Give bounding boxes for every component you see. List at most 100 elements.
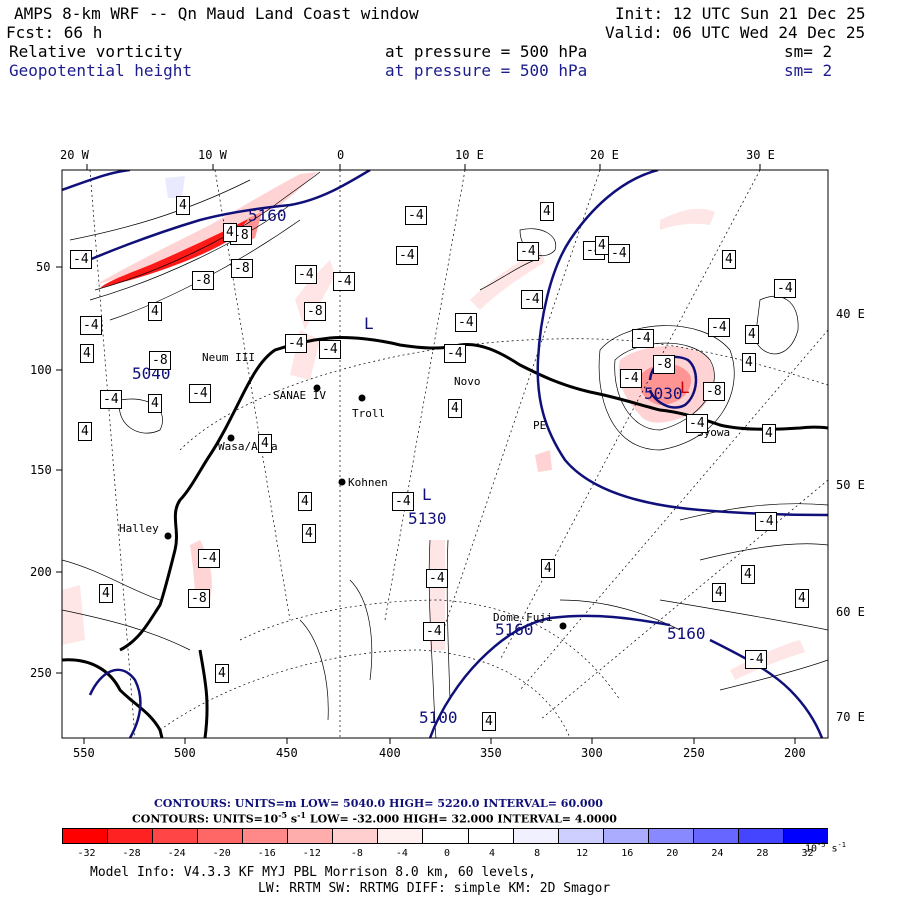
vorticity-label-neg4: -4 xyxy=(708,318,730,337)
vorticity-label-neg8: -8 xyxy=(653,355,675,374)
vorticity-label-4: 4 xyxy=(298,492,312,511)
vorticity-label-neg4: -4 xyxy=(189,384,211,403)
colorbar-swatch xyxy=(467,828,513,844)
vorticity-label-4: 4 xyxy=(258,434,272,453)
forecast-hour: Fcst: 66 h xyxy=(6,23,103,42)
vorticity-label-4: 4 xyxy=(302,524,316,543)
vorticity-label-neg4: -4 xyxy=(100,390,122,409)
vorticity-label-neg8: -8 xyxy=(304,302,326,321)
vorticity-label-4: 4 xyxy=(223,223,237,242)
low-label: L xyxy=(364,314,374,333)
vorticity-label-4: 4 xyxy=(448,399,462,418)
station-label: SANAE IV xyxy=(273,389,326,402)
vorticity-label-neg4: -4 xyxy=(455,313,477,332)
vorticity-label-neg8: -8 xyxy=(231,259,253,278)
y-tick: 250 xyxy=(30,666,52,680)
lon-label-30e: 30 E xyxy=(746,148,775,162)
x-tick: 350 xyxy=(480,746,502,760)
station-label: Syowa xyxy=(697,426,731,439)
vorticity-label-4: 4 xyxy=(148,302,162,321)
x-tick: 300 xyxy=(581,746,603,760)
height-label: 5100 xyxy=(419,708,458,727)
vorticity-label-4: 4 xyxy=(99,584,113,603)
colorbar-swatch xyxy=(557,828,603,844)
x-tick: 550 xyxy=(73,746,95,760)
low-label: L xyxy=(422,485,432,504)
vorticity-label-4: 4 xyxy=(595,236,609,255)
init-time: Init: 12 UTC Sun 21 Dec 25 xyxy=(615,4,866,23)
colorbar-swatch xyxy=(107,828,153,844)
vorticity-label-neg4: -4 xyxy=(319,340,341,359)
lon-label-20w: 20 W xyxy=(60,148,89,162)
colorbar-label: -20 xyxy=(212,848,231,859)
colorbar-swatch xyxy=(692,828,738,844)
colorbar-label: 20 xyxy=(666,848,679,859)
colorbar-swatch xyxy=(242,828,288,844)
height-contours xyxy=(62,170,828,738)
field1-pressure: at pressure = 500 hPa xyxy=(385,42,588,61)
height-label: 5160 xyxy=(248,206,287,225)
vorticity-label-neg4: -4 xyxy=(608,244,630,263)
station-label: Novo xyxy=(454,375,481,388)
height-label: 5160 xyxy=(667,624,706,643)
colorbar-swatch xyxy=(197,828,243,844)
vorticity-label-neg4: -4 xyxy=(632,329,654,348)
vorticity-label-4: 4 xyxy=(78,422,92,441)
colorbar-label: -24 xyxy=(167,848,186,859)
colorbar-label: -12 xyxy=(302,848,321,859)
height-contour-info: CONTOURS: UNITS=m LOW= 5040.0 HIGH= 5220… xyxy=(154,797,603,810)
vorticity-label-neg4: -4 xyxy=(517,242,539,261)
lon-label-40e: 40 E xyxy=(836,307,865,321)
station-label: Neum III xyxy=(202,351,255,364)
colorbar-label: -16 xyxy=(257,848,276,859)
vorticity-label-neg4: -4 xyxy=(333,272,355,291)
vorticity-label-neg4: -4 xyxy=(392,492,414,511)
field2-smoothing: sm= 2 xyxy=(784,61,833,80)
station-label: Dome Fuji xyxy=(493,611,553,624)
colorbar-label: -32 xyxy=(77,848,96,859)
vorticity-label-neg4: -4 xyxy=(620,369,642,388)
lon-label-10e: 10 E xyxy=(455,148,484,162)
station-label: Kohnen xyxy=(348,476,388,489)
field2-name: Geopotential height xyxy=(9,61,193,80)
y-tick: 150 xyxy=(30,463,52,477)
colorbar-swatch xyxy=(287,828,333,844)
colorbar-swatch xyxy=(422,828,468,844)
lon-label-60e: 60 E xyxy=(836,605,865,619)
low-label: L xyxy=(680,378,690,397)
vorticity-label-neg4: -4 xyxy=(426,569,448,588)
vorticity-label-4: 4 xyxy=(215,664,229,683)
vorticity-label-neg4: -4 xyxy=(444,344,466,363)
x-tick: 400 xyxy=(379,746,401,760)
vorticity-label-neg8: -8 xyxy=(149,351,171,370)
y-tick: 200 xyxy=(30,565,52,579)
header-title: AMPS 8-km WRF -- Qn Maud Land Coast wind… xyxy=(14,4,419,23)
vorticity-label-neg4: -4 xyxy=(755,512,777,531)
field2-pressure: at pressure = 500 hPa xyxy=(385,61,588,80)
vorticity-label-neg4: -4 xyxy=(686,414,708,433)
vorticity-label-4: 4 xyxy=(795,589,809,608)
axis-ticks xyxy=(56,164,796,744)
x-tick: 450 xyxy=(276,746,298,760)
vorticity-label-4: 4 xyxy=(176,196,190,215)
vorticity-label-4: 4 xyxy=(540,202,554,221)
colorbar-label: 4 xyxy=(489,848,496,859)
lon-label-50e: 50 E xyxy=(836,478,865,492)
height-label: 5130 xyxy=(408,509,447,528)
vorticity-label-4: 4 xyxy=(722,250,736,269)
vorticity-label-neg4: -4 xyxy=(285,334,307,353)
vorticity-label-4: 4 xyxy=(80,344,94,363)
colorbar-label: 0 xyxy=(443,848,451,859)
colorbar-label: -8 xyxy=(350,848,363,859)
colorbar-label: 12 xyxy=(576,848,589,859)
colorbar-swatch xyxy=(332,828,378,844)
colorbar-label: -28 xyxy=(122,848,141,859)
colorbar-label: 24 xyxy=(711,848,724,859)
lon-label-0: 0 xyxy=(337,148,345,162)
colorbar-label: 28 xyxy=(756,848,769,859)
vorticity-label-4: 4 xyxy=(745,325,759,344)
vorticity-label-neg4: -4 xyxy=(295,265,317,284)
model-info: Model Info: V4.3.3 KF MYJ PBL Morrison 8… xyxy=(90,865,537,880)
colorbar-label: 8 xyxy=(534,848,541,859)
vorticity-contour-info: CONTOURS: UNITS=10-5 s-1 LOW= -32.000 HI… xyxy=(132,810,617,826)
